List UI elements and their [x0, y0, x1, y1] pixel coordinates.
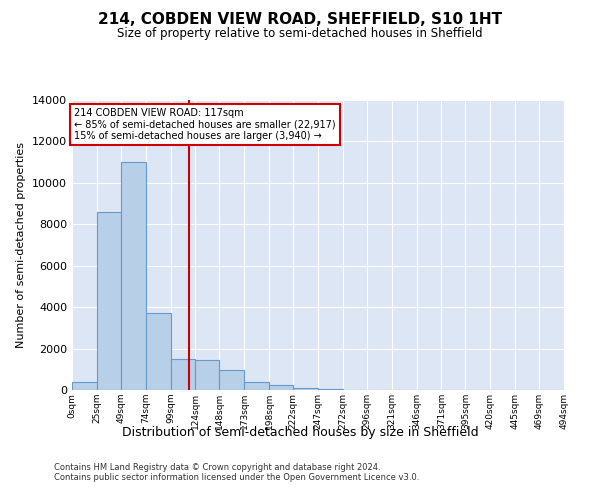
Bar	[170, 359, 196, 390]
Bar	[97, 212, 121, 390]
Text: 214 COBDEN VIEW ROAD: 117sqm
← 85% of semi-detached houses are smaller (22,917)
: 214 COBDEN VIEW ROAD: 117sqm ← 85% of se…	[74, 108, 335, 142]
Bar	[293, 388, 318, 390]
Bar	[196, 360, 220, 390]
Bar	[220, 370, 244, 390]
Bar	[244, 382, 269, 390]
Text: 214, COBDEN VIEW ROAD, SHEFFIELD, S10 1HT: 214, COBDEN VIEW ROAD, SHEFFIELD, S10 1H…	[98, 12, 502, 28]
Bar	[121, 162, 146, 390]
Y-axis label: Number of semi-detached properties: Number of semi-detached properties	[16, 142, 26, 348]
Text: Distribution of semi-detached houses by size in Sheffield: Distribution of semi-detached houses by …	[122, 426, 478, 439]
Bar	[146, 314, 170, 390]
Bar	[269, 384, 293, 390]
Bar	[72, 382, 97, 390]
Bar	[318, 389, 343, 390]
Text: Contains public sector information licensed under the Open Government Licence v3: Contains public sector information licen…	[54, 474, 419, 482]
Text: Contains HM Land Registry data © Crown copyright and database right 2024.: Contains HM Land Registry data © Crown c…	[54, 464, 380, 472]
Text: Size of property relative to semi-detached houses in Sheffield: Size of property relative to semi-detach…	[117, 28, 483, 40]
